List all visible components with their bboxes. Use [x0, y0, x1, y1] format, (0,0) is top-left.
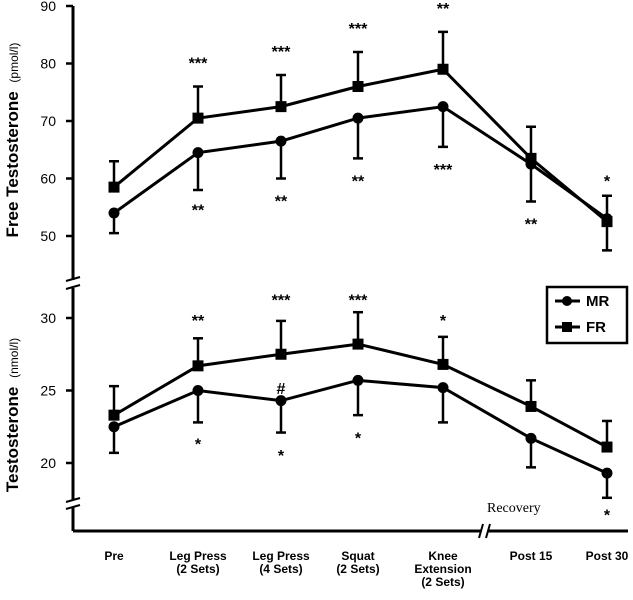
top-y-axis-title: Free Testosterone [3, 91, 22, 237]
significance-marker: *** [272, 44, 291, 61]
data-point-fr [352, 81, 364, 92]
data-point-mr [192, 385, 204, 396]
significance-marker: *** [189, 56, 208, 73]
y-tick-label: 80 [40, 56, 56, 72]
y-break-top-b [65, 284, 81, 290]
data-point-mr [108, 421, 120, 433]
data-point-mr [192, 147, 204, 159]
significance-marker: *** [272, 293, 291, 310]
x-category-label: Knee Extension (2 Sets) [414, 549, 471, 589]
data-point-fr [108, 409, 120, 421]
data-point-fr [108, 181, 120, 193]
series-line-fr [113, 67, 608, 223]
data-point-fr [437, 63, 449, 75]
x-break-b [485, 523, 491, 539]
y-break-bottom-b [65, 504, 81, 510]
data-point-fr [437, 358, 449, 370]
significance-marker: *** [349, 293, 368, 310]
data-point-mr [352, 112, 364, 124]
x-category-label: Leg Press (4 Sets) [252, 549, 310, 576]
significance-marker: * [440, 313, 447, 330]
significance-marker: # [277, 381, 286, 398]
significance-marker: * [195, 436, 202, 453]
legend-mr-label: MR [586, 293, 609, 310]
significance-marker: *** [434, 162, 453, 179]
data-point-mr [525, 432, 537, 444]
legend-mr-marker [562, 296, 572, 306]
data-point-fr [525, 152, 537, 164]
y-break-bottom-a [65, 497, 81, 503]
y-tick-label: 90 [40, 0, 56, 14]
data-point-mr [601, 467, 613, 479]
x-category-label: Post 30 [586, 549, 629, 563]
x-category-label: Pre [104, 549, 124, 563]
recovery-label: Recovery [487, 501, 541, 516]
x-category-label: Leg Press (2 Sets) [169, 549, 227, 576]
data-point-mr [437, 101, 449, 113]
data-point-mr [108, 207, 120, 219]
data-point-mr [352, 374, 364, 386]
y-tick-label: 25 [40, 383, 56, 399]
category-labels: Pre Leg Press (2 Sets) Leg Press (4 Sets) Squ… [104, 549, 628, 589]
top-y-axis-label: Free Testosterone (pmol/l) [3, 43, 22, 238]
significance-marker: ** [525, 217, 538, 234]
series-line-mr [113, 378, 608, 475]
significance-marker: ** [192, 313, 205, 330]
data-point-fr [601, 216, 613, 228]
legend: MR FR [545, 285, 629, 345]
legend-fr-marker [562, 322, 572, 332]
x-category-label: Post 15 [510, 549, 553, 563]
significance-marker: ** [192, 202, 205, 219]
y-tick-label: 50 [40, 228, 56, 244]
data-point-mr [275, 395, 287, 407]
bottom-y-axis-label: Testosterone (nmol/l) [3, 338, 22, 492]
top-y-axis-unit: (pmol/l) [7, 43, 21, 83]
significance-marker: * [278, 448, 285, 465]
bottom-y-axis-unit: (nmol/l) [7, 338, 21, 378]
significance-marker: ** [352, 174, 365, 191]
significance-marker: ** [275, 194, 288, 211]
bottom-y-axis-title: Testosterone [3, 387, 22, 493]
annotation-layer: **************************** ****#**** [189, 1, 611, 524]
data-point-mr [275, 135, 287, 147]
axis-break-marks [65, 276, 491, 539]
axes [71, 6, 628, 533]
data-point-fr [352, 338, 364, 350]
y-tick-label: 20 [40, 455, 56, 471]
significance-marker: * [604, 174, 611, 191]
data-point-fr [601, 441, 613, 453]
y-tick-label: 30 [40, 310, 56, 326]
significance-marker: * [355, 430, 362, 447]
data-point-fr [525, 400, 537, 412]
y-break-top-a [65, 276, 81, 282]
legend-fr-label: FR [586, 319, 606, 336]
x-category-label: Squat (2 Sets) [336, 549, 379, 576]
significance-marker: *** [349, 21, 368, 38]
data-point-mr [437, 382, 449, 394]
significance-marker: ** [437, 1, 450, 18]
data-point-fr [192, 112, 204, 124]
data-point-fr [275, 348, 287, 360]
data-point-fr [192, 360, 204, 372]
legend-box [545, 285, 629, 345]
y-tick-label: 70 [40, 113, 56, 129]
data-point-fr [275, 101, 287, 113]
series-layer [108, 30, 613, 500]
y-tick-label: 60 [40, 171, 56, 187]
significance-marker: * [604, 507, 611, 524]
tick-layer: 50 60 70 80 90 20 25 30 [40, 0, 73, 471]
x-break-a [478, 523, 484, 539]
